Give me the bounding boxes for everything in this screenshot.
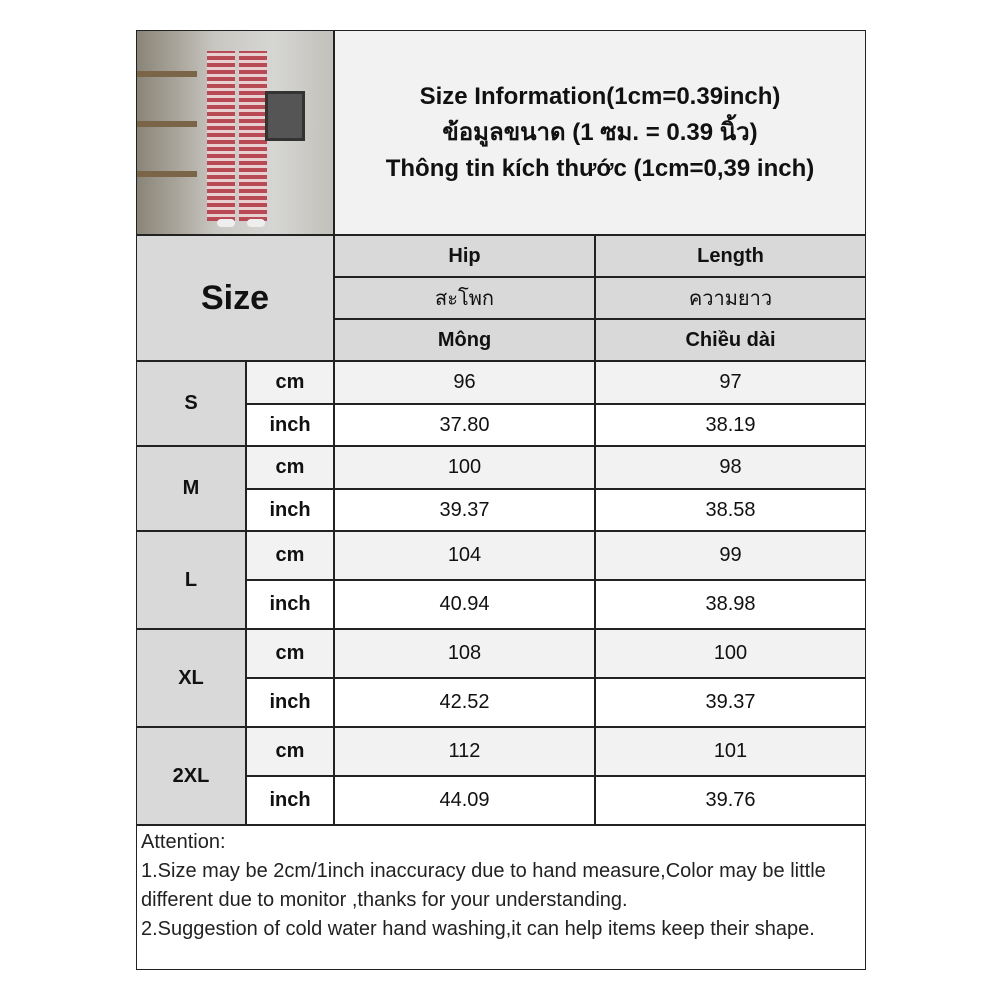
hip-inch-value: 44.09 [334, 776, 595, 825]
unit-inch: inch [246, 580, 334, 629]
size-info-title: Size Information(1cm=0.39inch) ข้อมูลขนา… [334, 30, 866, 235]
basket [265, 91, 305, 141]
unit-cm: cm [246, 629, 334, 678]
shelf-decoration [137, 121, 197, 127]
col-length-en: Length [595, 235, 866, 277]
col-hip-en: Hip [334, 235, 595, 277]
notes-heading: Attention: [141, 831, 226, 853]
size-label: XL [136, 629, 246, 727]
unit-inch: inch [246, 678, 334, 727]
hip-inch-value: 39.37 [334, 489, 595, 531]
unit-inch: inch [246, 489, 334, 531]
attention-notes: Attention: 1.Size may be 2cm/1inch inacc… [136, 825, 866, 970]
col-length-th: ความยาว [595, 277, 866, 319]
size-label: L [136, 531, 246, 629]
hip-cm-value: 96 [334, 361, 595, 404]
shelf-decoration [137, 71, 197, 77]
hip-inch-value: 42.52 [334, 678, 595, 727]
note-item: 2.Suggestion of cold water hand washing,… [141, 918, 815, 940]
product-photo [136, 30, 334, 235]
length-cm-value: 100 [595, 629, 866, 678]
pants-leg [239, 51, 267, 221]
pants-leg [207, 51, 235, 221]
unit-inch: inch [246, 404, 334, 446]
hip-inch-value: 40.94 [334, 580, 595, 629]
col-hip-vi: Mông [334, 319, 595, 361]
size-header: Size [136, 235, 334, 361]
length-inch-value: 38.58 [595, 489, 866, 531]
hip-cm-value: 104 [334, 531, 595, 580]
hip-inch-value: 37.80 [334, 404, 595, 446]
shoe [217, 219, 235, 227]
shoe [247, 219, 265, 227]
length-inch-value: 39.76 [595, 776, 866, 825]
title-th: ข้อมูลขนาด (1 ซม. = 0.39 นิ้ว) [442, 118, 758, 146]
length-inch-value: 38.98 [595, 580, 866, 629]
col-length-vi: Chiều dài [595, 319, 866, 361]
shelf-decoration [137, 171, 197, 177]
unit-inch: inch [246, 776, 334, 825]
col-hip-th: สะโพก [334, 277, 595, 319]
length-cm-value: 97 [595, 361, 866, 404]
size-label: S [136, 361, 246, 446]
length-cm-value: 99 [595, 531, 866, 580]
hip-cm-value: 112 [334, 727, 595, 776]
note-item: 1.Size may be 2cm/1inch inaccuracy due t… [141, 860, 826, 911]
unit-cm: cm [246, 531, 334, 580]
unit-cm: cm [246, 727, 334, 776]
size-label: M [136, 446, 246, 531]
length-cm-value: 101 [595, 727, 866, 776]
title-vi: Thông tin kích thước (1cm=0,39 inch) [385, 154, 815, 182]
title-en: Size Information(1cm=0.39inch) [419, 82, 781, 110]
hip-cm-value: 100 [334, 446, 595, 489]
hip-cm-value: 108 [334, 629, 595, 678]
unit-cm: cm [246, 361, 334, 404]
length-inch-value: 38.19 [595, 404, 866, 446]
length-inch-value: 39.37 [595, 678, 866, 727]
size-label: 2XL [136, 727, 246, 825]
unit-cm: cm [246, 446, 334, 489]
length-cm-value: 98 [595, 446, 866, 489]
